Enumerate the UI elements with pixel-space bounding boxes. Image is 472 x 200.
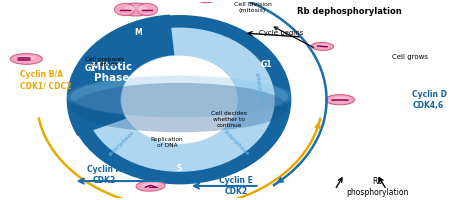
- Text: Mitotic
Phase: Mitotic Phase: [91, 62, 133, 83]
- Text: Cyclin B/A
CDK1/ CDC2: Cyclin B/A CDK1/ CDC2: [19, 70, 71, 90]
- Text: S: S: [177, 164, 182, 173]
- Text: Rb
phosphorylation: Rb phosphorylation: [346, 177, 408, 197]
- Ellipse shape: [71, 83, 288, 132]
- Text: G2: G2: [84, 64, 96, 73]
- Ellipse shape: [142, 183, 159, 187]
- Ellipse shape: [10, 54, 42, 64]
- Ellipse shape: [137, 3, 158, 16]
- Ellipse shape: [84, 28, 275, 172]
- Text: Cell grows: Cell grows: [392, 54, 428, 60]
- Ellipse shape: [122, 56, 237, 144]
- Ellipse shape: [122, 56, 237, 144]
- Text: Cyclin D
CDK4,6: Cyclin D CDK4,6: [413, 90, 447, 110]
- Ellipse shape: [136, 181, 165, 191]
- Ellipse shape: [325, 95, 354, 105]
- Ellipse shape: [114, 3, 135, 16]
- Text: Cycle begins: Cycle begins: [259, 30, 303, 36]
- Text: Cyclin A
CDK2: Cyclin A CDK2: [87, 165, 121, 185]
- Ellipse shape: [67, 75, 292, 118]
- Text: Cell prepares
to divide: Cell prepares to divide: [85, 57, 125, 67]
- Polygon shape: [67, 15, 174, 136]
- Text: M: M: [134, 28, 142, 37]
- Ellipse shape: [311, 42, 334, 50]
- Text: Cell division
(mitosis): Cell division (mitosis): [234, 2, 271, 13]
- Text: Cell decides
whether to
continue: Cell decides whether to continue: [211, 111, 247, 128]
- Ellipse shape: [116, 3, 156, 16]
- Text: Interphase: Interphase: [253, 72, 264, 106]
- Ellipse shape: [124, 6, 148, 10]
- Text: Interphase: Interphase: [223, 129, 250, 157]
- Text: Rb dephosphorylation: Rb dephosphorylation: [297, 7, 402, 16]
- Ellipse shape: [331, 97, 349, 100]
- Text: Interphase: Interphase: [109, 129, 136, 157]
- Ellipse shape: [67, 15, 291, 184]
- Text: Replication
of DNA: Replication of DNA: [151, 137, 184, 148]
- Ellipse shape: [316, 44, 329, 47]
- Ellipse shape: [196, 0, 215, 3]
- Text: G1: G1: [261, 60, 272, 69]
- Text: Cyclin E
CDK2: Cyclin E CDK2: [219, 176, 253, 196]
- Ellipse shape: [71, 76, 288, 117]
- Ellipse shape: [17, 56, 36, 60]
